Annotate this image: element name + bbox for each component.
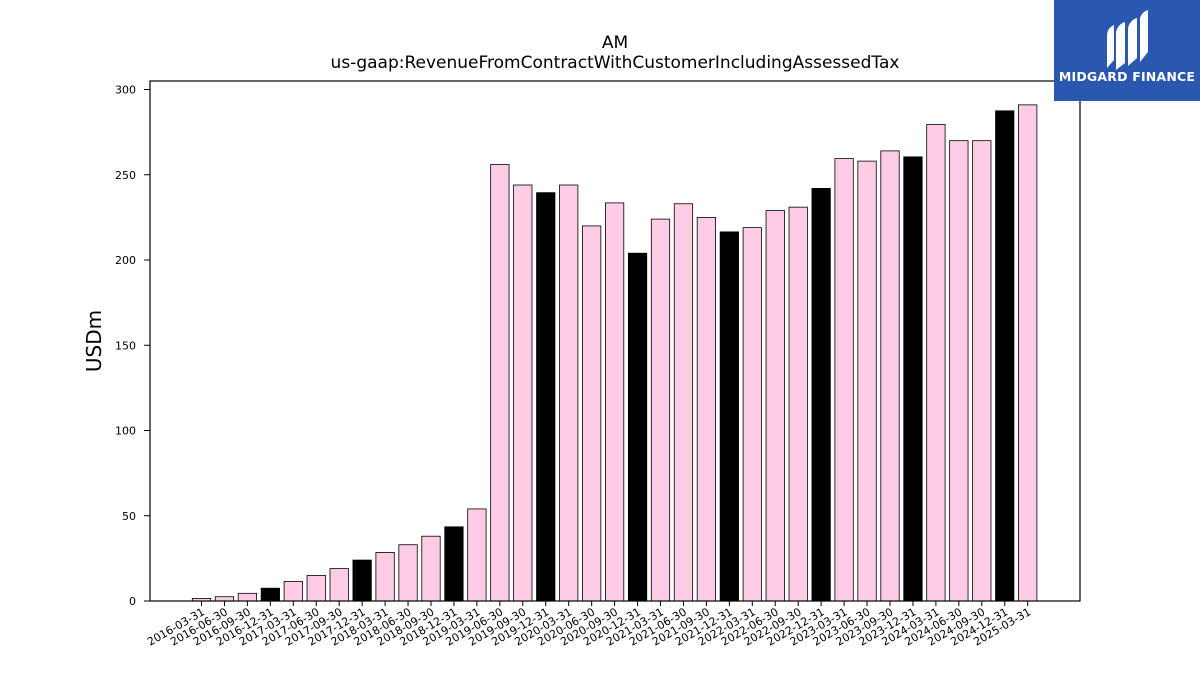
bar-2022-03-31 <box>742 227 762 602</box>
bar-2021-06-30 <box>673 203 694 602</box>
bar-2025-03-31 <box>1018 104 1038 602</box>
logo-background <box>1054 0 1200 101</box>
logo-mark-icon <box>1107 10 1148 70</box>
bar-2024-03-31 <box>926 124 946 602</box>
bar-2024-09-30 <box>972 140 992 602</box>
y-axis-label: USDm <box>82 310 106 372</box>
y-tick-label: 200 <box>115 254 136 267</box>
bar-2020-12-31 <box>627 252 648 602</box>
bar-2019-03-31 <box>467 508 487 602</box>
y-tick-label: 0 <box>129 595 136 608</box>
bar-2017-06-30 <box>306 575 326 602</box>
bar-2017-12-31 <box>352 559 372 602</box>
bar-2018-09-30 <box>421 535 441 602</box>
y-tick-label: 300 <box>115 84 136 97</box>
bar-2022-09-30 <box>788 206 808 602</box>
chart-subtitle: us-gaap:RevenueFromContractWithCustomerI… <box>331 53 900 73</box>
bar-2019-09-30 <box>513 184 533 602</box>
midgard-finance-logo: MIDGARD FINANCE <box>1054 0 1200 101</box>
bar-2018-03-31 <box>375 552 395 602</box>
plot-frame <box>149 80 1081 602</box>
bar-2022-12-31 <box>811 188 831 602</box>
bar-2016-09-30 <box>237 592 257 602</box>
bar-2019-06-30 <box>490 164 510 602</box>
bar-2022-06-30 <box>765 210 785 602</box>
y-tick-label: 150 <box>115 339 136 352</box>
bar-2021-09-30 <box>696 216 717 602</box>
bar-2016-12-31 <box>260 587 280 602</box>
bar-2017-03-31 <box>283 580 303 602</box>
bar-2016-06-30 <box>214 596 235 602</box>
y-axis-ticks: 0 50 100 150 200 250 300 <box>115 84 150 608</box>
bar-2023-06-30 <box>857 160 877 602</box>
bar-2018-12-31 <box>444 526 464 602</box>
bar-group <box>191 104 1038 602</box>
bar-2020-09-30 <box>605 202 625 602</box>
y-tick-label: 100 <box>115 425 136 438</box>
bar-2018-06-30 <box>398 544 418 602</box>
bar-2024-12-31 <box>995 110 1015 602</box>
bar-2021-12-31 <box>719 231 739 602</box>
bar-2017-09-30 <box>329 568 349 602</box>
bar-2024-06-30 <box>949 140 969 602</box>
bar-2020-06-30 <box>582 225 602 602</box>
y-tick-label: 50 <box>122 510 136 523</box>
x-axis-ticks: 2016-03-312016-06-302016-09-302016-12-31… <box>145 601 1033 649</box>
y-tick-label: 250 <box>115 169 136 182</box>
bar-2023-09-30 <box>880 150 900 602</box>
bar-2019-12-31 <box>536 192 556 602</box>
bar-2021-03-31 <box>650 218 671 602</box>
logo-text: MIDGARD FINANCE <box>1059 69 1195 84</box>
chart-title: AM <box>602 33 628 53</box>
bar-2020-03-31 <box>559 184 579 602</box>
bar-2023-03-31 <box>834 158 854 602</box>
bar-2023-12-31 <box>903 156 923 602</box>
